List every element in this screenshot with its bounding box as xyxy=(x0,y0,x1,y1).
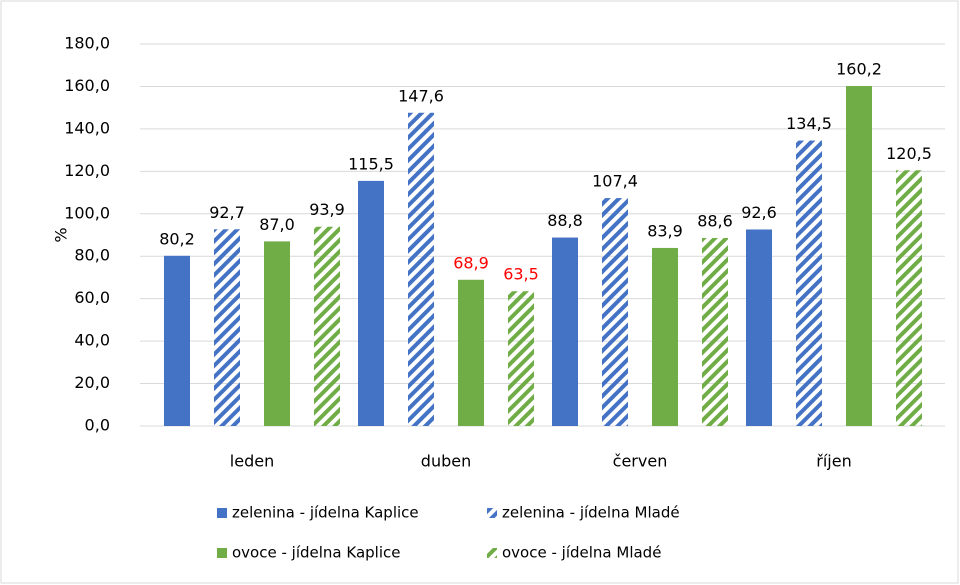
legend-label: ovoce - jídelna Mladé xyxy=(502,544,661,562)
x-tick-label: leden xyxy=(230,452,274,471)
y-tick-label: 20,0 xyxy=(74,373,110,392)
legend-swatch xyxy=(217,548,227,558)
value-label: 63,5 xyxy=(503,265,539,284)
value-label: 160,2 xyxy=(836,60,882,79)
y-tick-label: 120,0 xyxy=(64,161,110,180)
value-label: 92,7 xyxy=(209,203,245,222)
bar xyxy=(896,170,922,426)
value-label: 88,8 xyxy=(547,211,583,230)
y-tick-label: 0,0 xyxy=(85,416,110,435)
value-label: 87,0 xyxy=(259,215,295,234)
y-tick-label: 160,0 xyxy=(64,76,110,95)
bar xyxy=(164,255,190,426)
x-tick-label: duben xyxy=(421,452,471,471)
value-label: 92,6 xyxy=(741,203,777,222)
bar xyxy=(408,112,434,426)
bar xyxy=(602,198,628,426)
bar xyxy=(508,291,534,426)
y-tick-label: 80,0 xyxy=(74,246,110,265)
x-tick-label: červen xyxy=(613,452,668,471)
bar xyxy=(264,241,290,426)
value-label: 120,5 xyxy=(886,144,932,163)
value-label: 83,9 xyxy=(647,221,683,240)
legend-swatch xyxy=(217,508,227,518)
value-label: 80,2 xyxy=(159,229,195,248)
value-label: 93,9 xyxy=(309,200,345,219)
legend-label: zelenina - jídelna Kaplice xyxy=(232,504,419,522)
bar xyxy=(552,237,578,426)
y-tick-label: 100,0 xyxy=(64,203,110,222)
y-axis-label: % xyxy=(52,227,71,242)
y-tick-label: 40,0 xyxy=(74,331,110,350)
y-tick-label: 140,0 xyxy=(64,118,110,137)
bar xyxy=(458,279,484,426)
bar xyxy=(846,86,872,427)
legend-swatch xyxy=(487,508,497,518)
value-label: 107,4 xyxy=(592,172,638,191)
value-label: 134,5 xyxy=(786,114,832,133)
legend-label: ovoce - jídelna Kaplice xyxy=(232,544,400,562)
bar xyxy=(746,229,772,426)
bar xyxy=(214,229,240,426)
x-tick-label: říjen xyxy=(816,452,851,471)
bar xyxy=(314,226,340,426)
value-label: 115,5 xyxy=(348,154,394,173)
legend-swatch xyxy=(487,548,497,558)
value-label: 88,6 xyxy=(697,211,733,230)
legend-label: zelenina - jídelna Mladé xyxy=(502,504,680,522)
value-label: 68,9 xyxy=(453,253,489,272)
bar xyxy=(702,237,728,426)
bar xyxy=(652,247,678,426)
bar xyxy=(358,180,384,426)
value-label: 147,6 xyxy=(398,86,444,105)
y-tick-label: 180,0 xyxy=(64,34,110,53)
y-tick-label: 60,0 xyxy=(74,288,110,307)
bar xyxy=(796,140,822,427)
